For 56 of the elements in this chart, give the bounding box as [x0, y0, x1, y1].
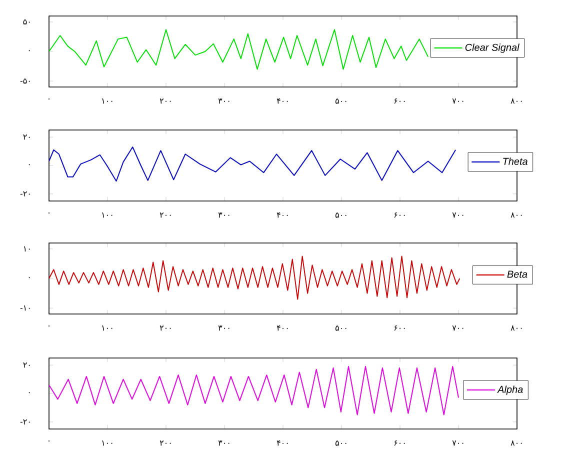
x-tick-label: ۵۰۰ [335, 440, 346, 446]
x-tick-label: ۵۰۰ [335, 98, 346, 104]
x-tick-label: ۴۰۰ [276, 326, 288, 331]
y-tick-label: -۱۰ [20, 306, 30, 311]
x-tick-label: ۲۰۰ [160, 98, 171, 104]
y-tick-label: -۲۰ [20, 419, 30, 424]
x-tick-label: ۶۰۰ [394, 212, 405, 218]
x-tick-label: ۱۰۰ [102, 440, 112, 446]
y-tick-label: ۰ [28, 392, 30, 394]
x-tick-label: ۲۰۰ [160, 212, 171, 218]
x-tick-label: ۳۰۰ [218, 326, 230, 331]
x-tick-label: ۱۰۰ [102, 98, 112, 104]
line-series [49, 256, 460, 300]
y-tick-label: ۲۰ [23, 134, 30, 140]
legend-label: Theta [503, 158, 528, 165]
x-tick-label: ۰ [48, 326, 50, 327]
x-tick-label: ۳۰۰ [218, 98, 230, 104]
y-tick-label: ۰ [28, 164, 30, 166]
y-tick-label: -۲۰ [20, 191, 30, 196]
x-tick-label: ۶۰۰ [394, 440, 405, 446]
y-tick-label: ۵۰ [23, 19, 30, 25]
legend-label: Clear Signal [465, 44, 520, 53]
line-series [49, 366, 459, 416]
x-tick-label: ۲۰۰ [160, 440, 171, 446]
x-tick-label: ۳۰۰ [218, 212, 230, 218]
x-tick-label: ۵۰۰ [335, 326, 346, 331]
x-tick-label: ۰ [48, 440, 50, 442]
x-tick-label: ۳۰۰ [218, 440, 230, 446]
x-tick-label: ۸۰۰ [510, 98, 522, 104]
x-tick-label: ۴۰۰ [276, 98, 288, 104]
x-tick-label: ۱۰۰ [102, 326, 112, 331]
x-tick-label: ۶۰۰ [394, 98, 405, 104]
x-tick-label: ۰ [48, 212, 50, 214]
y-tick-label: ۱۰ [24, 246, 30, 252]
x-tick-label: ۵۰۰ [335, 212, 346, 218]
x-tick-label: ۱۰۰ [102, 212, 112, 218]
y-tick-label: ۲۰ [23, 362, 30, 368]
y-tick-label: -۵۰ [20, 78, 30, 84]
x-tick-label: ۷۰۰ [452, 326, 464, 331]
x-tick-label: ۶۰۰ [394, 326, 405, 331]
x-tick-label: ۸۰۰ [510, 326, 522, 331]
y-tick-label: ۰ [28, 277, 30, 278]
legend-label: Alpha [497, 386, 523, 395]
legend-label: Beta [507, 270, 528, 278]
line-series [49, 146, 456, 182]
x-tick-label: ۷۰۰ [452, 212, 464, 218]
x-tick-label: ۲۰۰ [160, 326, 171, 331]
x-tick-label: ۴۰۰ [276, 212, 288, 218]
x-tick-label: ۷۰۰ [452, 440, 464, 446]
x-tick-label: ۴۰۰ [276, 440, 288, 446]
x-tick-label: ۸۰۰ [510, 440, 522, 446]
x-tick-label: ۸۰۰ [510, 212, 522, 218]
x-tick-label: ۷۰۰ [452, 98, 464, 104]
y-tick-label: ۰ [28, 50, 30, 52]
line-series [49, 29, 429, 70]
x-tick-label: ۰ [48, 98, 50, 100]
